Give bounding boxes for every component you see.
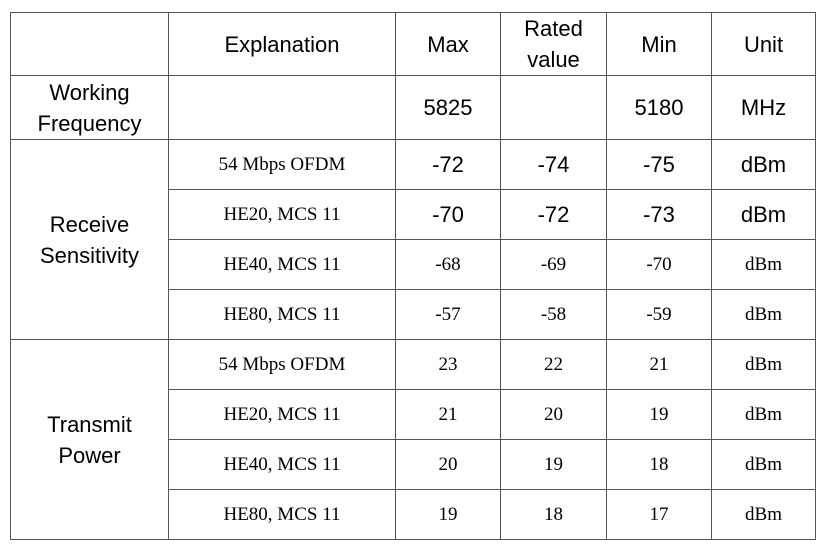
rx-rated: -69 xyxy=(500,239,607,290)
working-frequency-min: 5180 xyxy=(606,75,712,140)
working-frequency-row: Working Frequency 5825 5180 MHz xyxy=(10,75,816,140)
header-rated-line1: Rated xyxy=(524,16,583,41)
receive-sensitivity-row: HE20, MCS 11 -70 -72 -73 dBm xyxy=(11,189,816,240)
receive-sensitivity-label: Receive Sensitivity xyxy=(10,139,169,340)
tx-explanation: 54 Mbps OFDM xyxy=(168,339,396,390)
rx-explanation: HE80, MCS 11 xyxy=(168,289,396,340)
working-frequency-max: 5825 xyxy=(395,75,501,140)
tx-explanation: HE40, MCS 11 xyxy=(168,439,396,490)
tx-min: 18 xyxy=(606,439,712,490)
rx-unit: dBm xyxy=(711,189,816,240)
working-frequency-explanation xyxy=(168,75,396,140)
tx-min: 19 xyxy=(606,389,712,440)
transmit-power-row: Transmit Power 54 Mbps OFDM 23 22 21 dBm xyxy=(10,339,816,540)
working-frequency-unit: MHz xyxy=(711,75,816,140)
rx-explanation: 54 Mbps OFDM xyxy=(168,139,396,190)
header-min: Min xyxy=(606,12,712,76)
specification-table: Explanation Max Rated value Min Unit Wor… xyxy=(10,12,816,540)
transmit-power-label-line1: Transmit xyxy=(47,411,132,437)
rx-max: -68 xyxy=(395,239,501,290)
rx-rated: -74 xyxy=(500,139,607,190)
header-max: Max xyxy=(395,12,501,76)
rx-min: -73 xyxy=(606,189,712,240)
tx-rated: 18 xyxy=(500,489,607,540)
working-frequency-rated xyxy=(500,75,607,140)
working-frequency-label-line1: Working xyxy=(49,79,130,105)
rx-unit: dBm xyxy=(711,139,816,190)
receive-sensitivity-label-line2: Sensitivity xyxy=(39,242,140,268)
header-rated-line2: value xyxy=(527,47,580,72)
tx-max: 19 xyxy=(395,489,501,540)
rx-explanation: HE20, MCS 11 xyxy=(168,189,396,240)
working-frequency-label: Working Frequency xyxy=(10,75,169,140)
tx-max: 23 xyxy=(395,339,501,390)
tx-rated: 20 xyxy=(500,389,607,440)
tx-explanation: HE20, MCS 11 xyxy=(168,389,396,440)
tx-min: 21 xyxy=(606,339,712,390)
tx-unit: dBm xyxy=(711,389,816,440)
tx-unit: dBm xyxy=(711,439,816,490)
rx-min: -59 xyxy=(606,289,712,340)
receive-sensitivity-label-line1: Receive xyxy=(49,211,130,237)
rx-unit: dBm xyxy=(711,289,816,340)
header-explanation: Explanation xyxy=(168,12,396,76)
rx-max: -57 xyxy=(395,289,501,340)
rx-min: -70 xyxy=(606,239,712,290)
tx-explanation: HE80, MCS 11 xyxy=(168,489,396,540)
rx-max: -70 xyxy=(395,189,501,240)
tx-rated: 22 xyxy=(500,339,607,390)
tx-rated: 19 xyxy=(500,439,607,490)
tx-unit: dBm xyxy=(711,339,816,390)
rx-unit: dBm xyxy=(711,239,816,290)
rx-explanation: HE40, MCS 11 xyxy=(168,239,396,290)
tx-min: 17 xyxy=(606,489,712,540)
transmit-power-label: Transmit Power xyxy=(10,339,169,540)
header-rated-value: Rated value xyxy=(500,12,607,76)
tx-max: 20 xyxy=(395,439,501,490)
tx-max: 21 xyxy=(395,389,501,440)
transmit-power-row: HE40, MCS 11 20 19 18 dBm xyxy=(11,439,816,490)
working-frequency-label-line2: Frequency xyxy=(37,110,142,136)
header-blank-cell xyxy=(10,12,169,76)
receive-sensitivity-row: Receive Sensitivity 54 Mbps OFDM -72 -74… xyxy=(10,139,816,340)
transmit-power-row: HE20, MCS 11 21 20 19 dBm xyxy=(11,389,816,440)
rx-min: -75 xyxy=(606,139,712,190)
header-row: Explanation Max Rated value Min Unit xyxy=(10,12,816,76)
header-unit: Unit xyxy=(711,12,816,76)
transmit-power-row: HE80, MCS 11 19 18 17 dBm xyxy=(11,489,816,540)
tx-unit: dBm xyxy=(711,489,816,540)
transmit-power-label-line2: Power xyxy=(58,442,121,468)
rx-max: -72 xyxy=(395,139,501,190)
receive-sensitivity-row: HE80, MCS 11 -57 -58 -59 dBm xyxy=(11,289,816,340)
rx-rated: -58 xyxy=(500,289,607,340)
rx-rated: -72 xyxy=(500,189,607,240)
